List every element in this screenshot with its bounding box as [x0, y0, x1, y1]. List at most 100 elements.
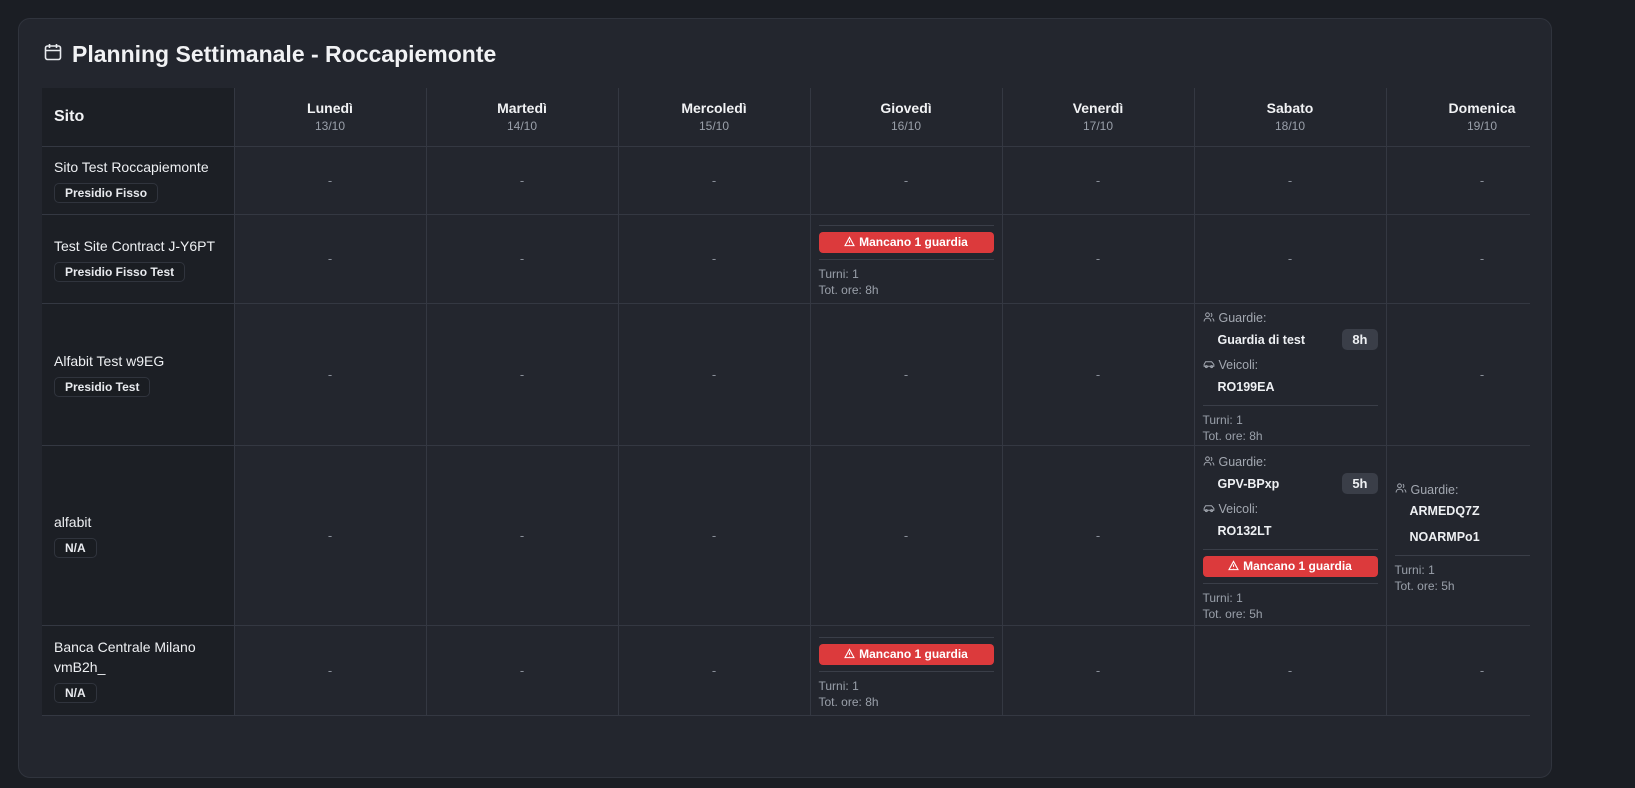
- day-cell[interactable]: -: [1386, 625, 1530, 716]
- guards-label: Guardie:: [1203, 311, 1378, 326]
- empty-dash: -: [903, 527, 909, 543]
- day-cell[interactable]: -: [1002, 303, 1195, 446]
- empty-dash: -: [1095, 662, 1101, 678]
- day-cell[interactable]: -: [426, 445, 619, 626]
- day-cell[interactable]: -: [1194, 214, 1387, 304]
- empty-dash: -: [519, 251, 525, 266]
- divider: [1394, 555, 1530, 556]
- empty-dash: -: [519, 662, 525, 678]
- day-cell[interactable]: -: [618, 625, 811, 716]
- users-icon: [1395, 482, 1407, 497]
- day-cell[interactable]: -: [1002, 625, 1195, 716]
- day-cell[interactable]: -: [1386, 303, 1530, 446]
- empty-dash: -: [1479, 251, 1485, 266]
- table-row: Alfabit Test w9EG Presidio Test - - - - - Guard…: [42, 303, 1530, 446]
- planning-table-scroll[interactable]: Sito Lunedì 13/10 Martedì 14/10 Mercoledì 15/…: [42, 88, 1530, 788]
- empty-dash: -: [711, 172, 717, 188]
- empty-dash: -: [1095, 366, 1101, 382]
- day-cell[interactable]: -: [426, 146, 619, 215]
- column-header-site: Sito: [42, 88, 235, 147]
- day-cell[interactable]: -: [1002, 445, 1195, 626]
- empty-dash: -: [327, 251, 333, 266]
- site-name: Test Site Contract J-Y6PT: [54, 237, 216, 254]
- day-cell[interactable]: -: [234, 625, 427, 716]
- day-cell[interactable]: -: [1194, 146, 1387, 215]
- day-cell[interactable]: -: [1386, 214, 1530, 304]
- day-cell[interactable]: -: [618, 445, 811, 626]
- day-cell[interactable]: -: [234, 445, 427, 626]
- day-cell[interactable]: Mancano 1 guardia Turni: 1 Tot. ore: 8h: [810, 625, 1003, 716]
- divider: [1202, 404, 1378, 406]
- guard-name: GPV-BPxp: [1217, 476, 1280, 491]
- day-name: Giovedì: [880, 100, 932, 117]
- day-cell[interactable]: -: [234, 146, 427, 215]
- column-header-day: Martedì 14/10: [426, 88, 619, 147]
- table-row: Test Site Contract J-Y6PT Presidio Fisso …: [42, 214, 1530, 304]
- alert-text: Mancano 1 guardia: [859, 646, 968, 661]
- day-cell[interactable]: -: [618, 303, 811, 446]
- guard-item[interactable]: GPV-BPxp 5h: [1203, 472, 1378, 496]
- day-name: Venerdì: [1072, 100, 1124, 117]
- guards-label-text: Guardie:: [1410, 482, 1459, 497]
- day-cell[interactable]: -: [234, 214, 427, 304]
- shift-summary: Guardie: GPV-BPxp 5h Veicoli: RO132LT Mancano…: [1202, 455, 1378, 622]
- site-type-badge: Presidio Fisso Test: [54, 261, 186, 282]
- day-cell[interactable]: -: [810, 146, 1003, 215]
- day-cell[interactable]: -: [618, 214, 811, 304]
- day-date: 14/10: [506, 119, 538, 134]
- guard-item[interactable]: NOARMPo1: [1395, 525, 1531, 549]
- site-type-badge: Presidio Fisso: [54, 183, 159, 203]
- page-title: Planning Settimanale - Roccapiemonte: [43, 41, 496, 68]
- day-cell[interactable]: -: [1002, 146, 1195, 215]
- site-cell: Sito Test Roccapiemonte Presidio Fisso: [42, 146, 235, 215]
- divider: [818, 225, 994, 226]
- guard-item[interactable]: Guardia di test 8h: [1203, 328, 1378, 352]
- guard-hours-badge: 8h: [1342, 329, 1378, 350]
- table-row: alfabit N/A - - - - - Guardie: GPV-BPxp 5h Veicoli…: [42, 445, 1531, 626]
- day-name: Lunedì: [307, 100, 353, 117]
- missing-guard-alert: Mancano 1 guardia: [1202, 555, 1378, 577]
- table-row: Sito Test Roccapiemonte Presidio Fisso - - -…: [42, 146, 1530, 215]
- site-type-badge: N/A: [54, 683, 97, 703]
- guard-hours-badge: 5h: [1342, 473, 1378, 494]
- vehicles-label: Veicoli:: [1203, 358, 1378, 373]
- day-cell[interactable]: -: [426, 625, 619, 716]
- day-cell[interactable]: -: [810, 303, 1003, 446]
- shift-count: Turni: 1: [818, 267, 859, 281]
- column-header-day: Venerdì 17/10: [1002, 88, 1195, 147]
- day-cell[interactable]: -: [1194, 625, 1387, 716]
- day-cell[interactable]: -: [810, 445, 1003, 626]
- day-cell[interactable]: Guardie: GPV-BPxp 5h Veicoli: RO132LT Mancano…: [1194, 445, 1387, 626]
- guard-item[interactable]: ARMEDQ7Z: [1395, 499, 1531, 523]
- empty-dash: -: [1095, 172, 1101, 188]
- alert-text: Mancano 1 guardia: [859, 235, 968, 249]
- car-icon: [1203, 358, 1215, 373]
- day-cell[interactable]: -: [1002, 214, 1195, 304]
- day-cell[interactable]: Mancano 1 guardia Turni: 1 Tot. ore: 8h: [810, 214, 1003, 304]
- site-cell: Banca Centrale Milano vmB2h_ N/A: [42, 625, 235, 716]
- day-cell[interactable]: Guardie: ARMEDQ7Z NOARMPo1 Turni: 1 Tot. ore…: [1386, 445, 1531, 626]
- empty-dash: -: [711, 251, 717, 266]
- day-cell[interactable]: -: [426, 214, 619, 304]
- warning-icon: [844, 235, 859, 249]
- day-cell[interactable]: -: [1386, 146, 1530, 215]
- guard-name: ARMEDQ7Z: [1409, 504, 1480, 518]
- shift-summary: Guardie: Guardia di test 8h Veicoli: RO199EA…: [1202, 311, 1378, 444]
- site-cell: Test Site Contract J-Y6PT Presidio Fisso …: [42, 214, 235, 304]
- divider: [1202, 582, 1378, 584]
- page-title-text: Planning Settimanale - Roccapiemonte: [72, 41, 497, 67]
- site-name: Alfabit Test w9EG: [54, 353, 165, 369]
- column-header-day: Domenica 19/10: [1386, 88, 1530, 147]
- day-cell[interactable]: -: [618, 146, 811, 215]
- shift-count: Turni: 1: [1202, 412, 1243, 427]
- vehicle-plate[interactable]: RO199EA: [1217, 379, 1275, 394]
- vehicle-plate[interactable]: RO132LT: [1217, 523, 1272, 538]
- day-name: Domenica: [1448, 100, 1516, 117]
- day-cell[interactable]: Guardie: Guardia di test 8h Veicoli: RO199EA…: [1194, 303, 1387, 446]
- day-cell[interactable]: -: [426, 303, 619, 446]
- day-date: 17/10: [1082, 119, 1114, 134]
- shift-summary: Mancano 1 guardia Turni: 1 Tot. ore: 8h: [818, 636, 994, 710]
- empty-dash: -: [903, 366, 909, 382]
- day-cell[interactable]: -: [234, 303, 427, 446]
- guard-name: Guardia di test: [1217, 332, 1306, 347]
